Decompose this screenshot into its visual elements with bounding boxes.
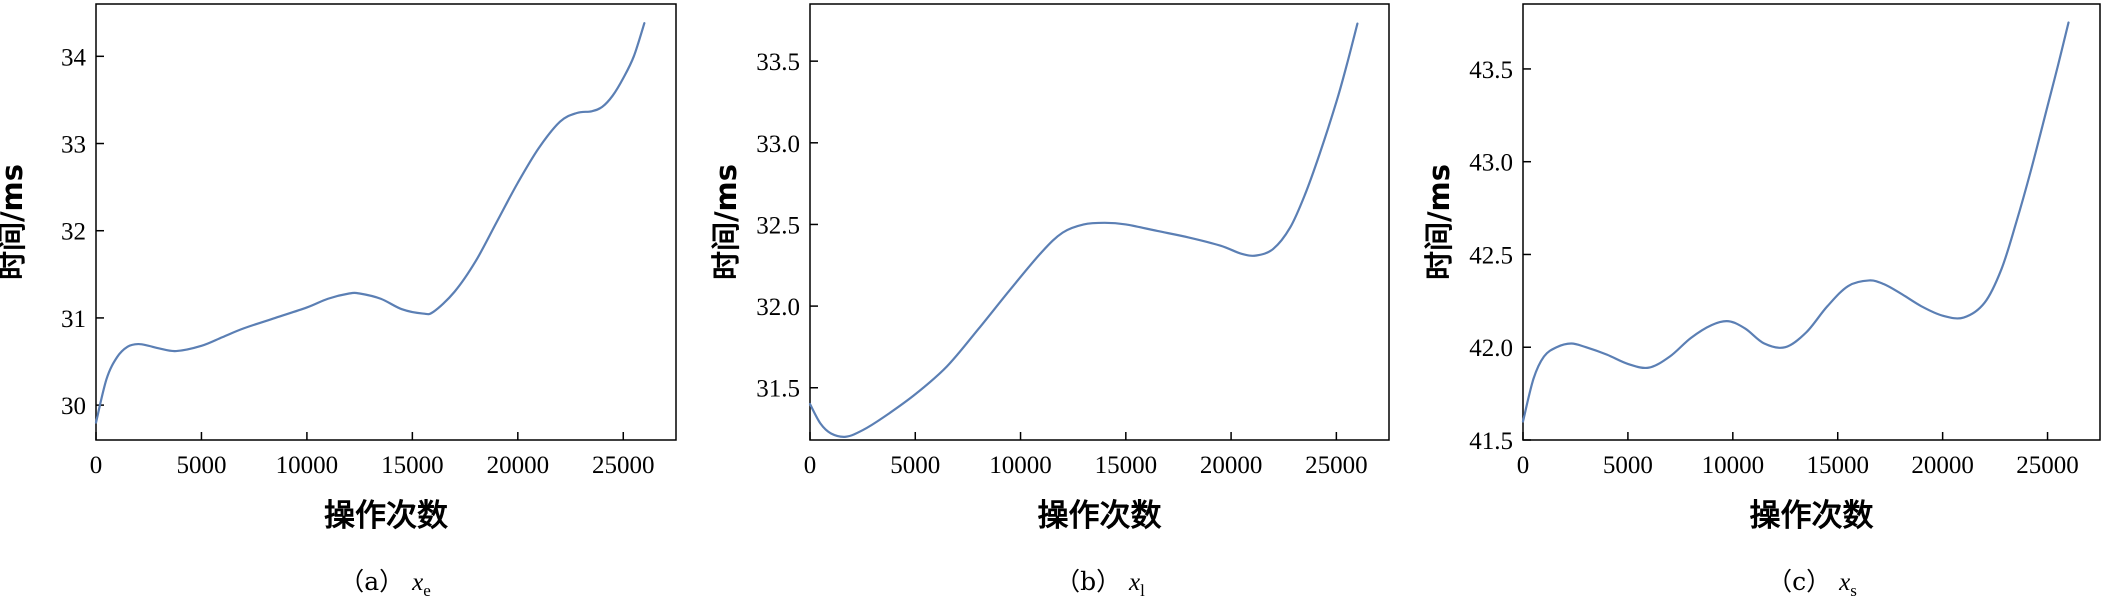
y-tick-label: 43.5 xyxy=(1469,57,1513,84)
x-tick-label: 15000 xyxy=(1806,452,1869,479)
panel-caption: （a） xe xyxy=(339,567,431,600)
series-line xyxy=(94,22,646,424)
series-line xyxy=(808,22,1359,438)
plot-frame xyxy=(809,3,1390,441)
y-tick-label: 34 xyxy=(61,44,87,71)
y-tick-label: 32.0 xyxy=(756,294,800,321)
x-tick-label: 25000 xyxy=(1305,452,1368,479)
y-axis-label: 时间/ms xyxy=(0,164,29,280)
x-tick-label: 5000 xyxy=(1603,452,1653,479)
x-tick-label: 0 xyxy=(1517,452,1530,479)
x-tick-label: 15000 xyxy=(381,452,444,479)
y-axis-label: 时间/ms xyxy=(1422,164,1456,280)
x-tick-label: 5000 xyxy=(890,452,940,479)
x-tick-label: 10000 xyxy=(989,452,1052,479)
x-tick-label: 20000 xyxy=(1911,452,1974,479)
panel-caption: （b） xl xyxy=(1055,567,1145,600)
x-tick-label: 20000 xyxy=(1200,452,1263,479)
x-tick-label: 15000 xyxy=(1095,452,1158,479)
y-tick-label: 42.0 xyxy=(1469,335,1513,362)
y-tick-label: 41.5 xyxy=(1469,428,1513,455)
y-tick-label: 33.5 xyxy=(756,49,800,76)
x-tick-label: 10000 xyxy=(276,452,339,479)
y-tick-label: 31 xyxy=(61,306,86,333)
plot-frame xyxy=(95,3,677,441)
y-tick-label: 32 xyxy=(61,219,86,246)
x-tick-label: 25000 xyxy=(592,452,655,479)
y-axis-label: 时间/ms xyxy=(709,164,743,280)
chart-panel-a: 0 5000 10000 15000 20000 25000 30 31 32 33 34 操作次数 时… xyxy=(0,3,677,600)
x-axis-label: 操作次数 xyxy=(1038,498,1162,534)
y-tick-label: 33 xyxy=(61,132,86,159)
plot-frame xyxy=(1522,3,2101,441)
y-tick-label: 32.5 xyxy=(756,212,800,239)
y-tick-label: 42.5 xyxy=(1469,242,1513,269)
x-tick-label: 5000 xyxy=(176,452,226,479)
chart-panel-b: 0 5000 10000 15000 20000 25000 31.5 32.0 32.5 33.… xyxy=(709,3,1390,600)
x-tick-label: 0 xyxy=(804,452,817,479)
x-axis-label: 操作次数 xyxy=(1750,498,1874,534)
y-tick-label: 31.5 xyxy=(756,376,800,403)
x-axis-label: 操作次数 xyxy=(324,498,448,534)
chart-panel-c: 0 5000 10000 15000 20000 25000 41.5 42.0 42.5 43.… xyxy=(1422,3,2101,600)
x-tick-label: 20000 xyxy=(487,452,550,479)
y-tick-label: 33.0 xyxy=(756,131,800,158)
x-tick-label: 0 xyxy=(90,452,103,479)
x-tick-label: 25000 xyxy=(2016,452,2079,479)
y-tick-label: 43.0 xyxy=(1469,150,1513,177)
series-line xyxy=(1521,21,2070,423)
panel-caption: （c） xs xyxy=(1767,567,1857,600)
x-tick-label: 10000 xyxy=(1702,452,1765,479)
y-tick-label: 30 xyxy=(61,393,86,420)
